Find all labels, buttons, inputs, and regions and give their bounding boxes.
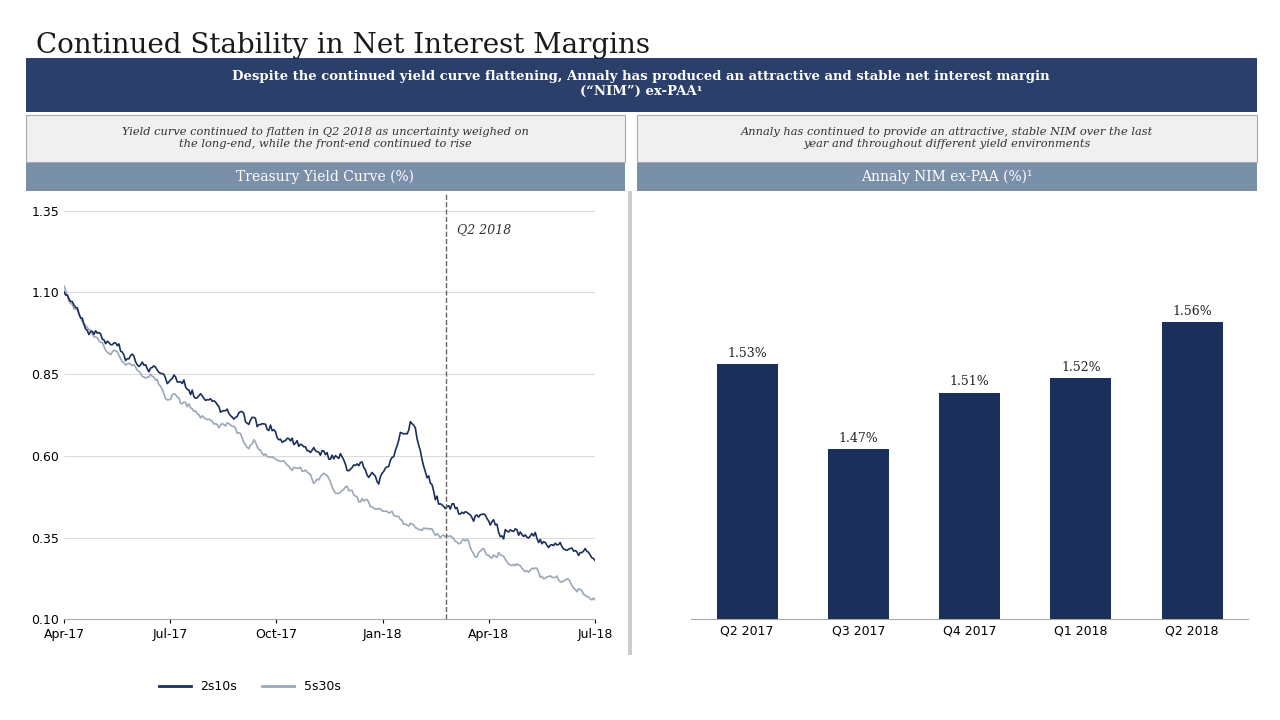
Bar — [628, 191, 632, 655]
Text: Despite the continued yield curve flattening, Annaly has produced an attractive : Despite the continued yield curve flatte… — [233, 70, 1050, 97]
Bar — [717, 364, 778, 720]
Bar — [26, 163, 625, 191]
Text: Treasury Yield Curve (%): Treasury Yield Curve (%) — [236, 170, 415, 184]
Bar — [828, 449, 888, 720]
Bar — [940, 392, 1000, 720]
Text: 1.53%: 1.53% — [727, 347, 767, 360]
Text: Q2 2018: Q2 2018 — [457, 224, 511, 237]
Text: 1.52%: 1.52% — [1061, 361, 1101, 374]
Legend: 2s10s, 5s30s: 2s10s, 5s30s — [155, 675, 346, 698]
Text: 1.51%: 1.51% — [950, 375, 989, 388]
Text: Yield curve continued to flatten in Q2 2018 as uncertainty weighed on
the long-e: Yield curve continued to flatten in Q2 2… — [122, 127, 529, 149]
Bar — [1051, 379, 1111, 720]
Bar — [637, 163, 1257, 191]
Text: Continued Stability in Net Interest Margins: Continued Stability in Net Interest Marg… — [36, 32, 650, 59]
Text: Annaly has continued to provide an attractive, stable NIM over the last
year and: Annaly has continued to provide an attra… — [741, 127, 1153, 149]
Text: 1.56%: 1.56% — [1172, 305, 1212, 318]
Text: Annaly NIM ex-PAA (%)¹: Annaly NIM ex-PAA (%)¹ — [861, 170, 1033, 184]
Bar — [26, 58, 1257, 112]
Bar — [26, 115, 625, 162]
Bar — [1161, 322, 1222, 720]
Bar — [637, 115, 1257, 162]
Text: 1.47%: 1.47% — [838, 432, 878, 445]
